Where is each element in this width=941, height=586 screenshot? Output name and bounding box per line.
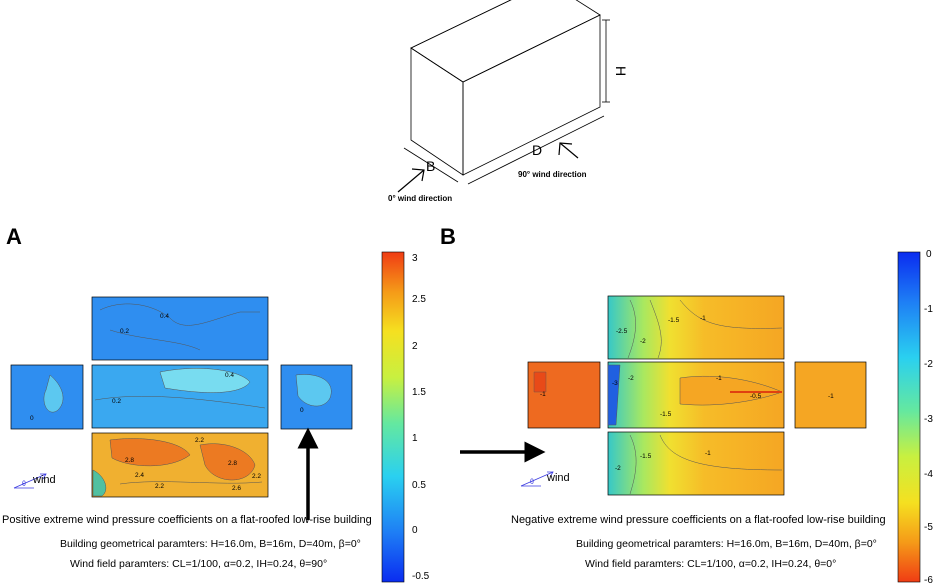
panel-b-face-right bbox=[794, 361, 867, 429]
panel-a-contour-labels: 0.4 0.2 0 0.4 0.2 0 2.2 2.8 2.4 2.2 2.8 … bbox=[30, 313, 304, 492]
panel-a-wind-label: wind bbox=[32, 474, 56, 486]
panel-b-colorbar bbox=[897, 251, 921, 583]
dimension-b-line bbox=[403, 147, 459, 183]
wind-90-label: 90° wind direction bbox=[518, 170, 587, 179]
panel-a-face-top bbox=[91, 296, 269, 361]
contour-label: 2.8 bbox=[228, 460, 237, 467]
contour-label: -2 bbox=[640, 338, 646, 345]
contour-label: 0 bbox=[300, 407, 304, 414]
panel-a-wind-params: Wind field paramters: CL=1/100, α=0.2, I… bbox=[70, 558, 328, 570]
label-h: H bbox=[613, 66, 629, 76]
contour-label: -3 bbox=[612, 380, 618, 387]
building-top-face bbox=[410, 0, 601, 83]
panel-b-caption-title: Negative extreme wind pressure coefficie… bbox=[511, 514, 886, 526]
panel-b-wind-params: Wind field paramters: CL=1/100, α=0.2, I… bbox=[585, 558, 837, 570]
panel-b-theta: θ bbox=[530, 479, 534, 486]
colorbar-tick-label: 1.5 bbox=[412, 387, 426, 398]
panel-a-wind-glyph bbox=[13, 473, 47, 489]
panel-a-contour-map bbox=[10, 296, 353, 498]
label-d: D bbox=[532, 142, 542, 158]
panel-b-face-bottom bbox=[607, 431, 785, 496]
colorbar-tick-label: -3 bbox=[924, 414, 933, 425]
colorbar-tick-label: -1 bbox=[924, 304, 933, 315]
contour-label: 0.4 bbox=[225, 372, 234, 379]
panel-b-wind-label: wind bbox=[546, 472, 570, 484]
contour-label: 2.2 bbox=[195, 437, 204, 444]
colorbar-tick-label: 2 bbox=[412, 341, 418, 352]
contour-label: 0.4 bbox=[160, 313, 169, 320]
contour-label: -1.5 bbox=[660, 411, 672, 418]
contour-label: -1.5 bbox=[640, 453, 652, 460]
contour-label: 0.2 bbox=[120, 328, 129, 335]
panel-b-letter: B bbox=[440, 224, 456, 249]
panel-b-colorbar-ticks: 0 -1 -2 -3 -4 -5 -6 bbox=[924, 249, 933, 586]
wind-0-arrow bbox=[397, 169, 425, 193]
colorbar-tick-label: -6 bbox=[924, 575, 933, 586]
contour-label: -2.5 bbox=[616, 328, 628, 335]
contour-label: 2.4 bbox=[135, 472, 144, 479]
contour-label: -1 bbox=[705, 450, 711, 457]
label-b: B bbox=[426, 158, 435, 174]
contour-label: -0.5 bbox=[750, 393, 762, 400]
building-sketch bbox=[397, 0, 610, 193]
colorbar-tick-label: -5 bbox=[924, 522, 933, 533]
colorbar-tick-label: 0 bbox=[926, 249, 932, 260]
contour-label: -1.5 bbox=[668, 317, 680, 324]
colorbar-tick-label: -0.5 bbox=[412, 571, 430, 582]
dimension-d-line bbox=[467, 115, 605, 185]
panel-b-contour-labels: -2.5 -2 -1.5 -1 -3 -2 -1.5 -1 -0.5 -1 -2… bbox=[540, 315, 834, 472]
colorbar-tick-label: 0 bbox=[412, 525, 418, 536]
contour-label: 2.2 bbox=[155, 483, 164, 490]
colorbar-tick-label: -4 bbox=[924, 469, 933, 480]
panel-a-colorbar bbox=[381, 251, 405, 583]
panel-b-face-top bbox=[607, 295, 785, 360]
panel-b-wind-glyph bbox=[520, 471, 554, 487]
panel-a-theta: θ bbox=[22, 481, 26, 488]
contour-label: 2.6 bbox=[232, 485, 241, 492]
contour-label: -2 bbox=[615, 465, 621, 472]
panel-a-colorbar-ticks: 3 2.5 2 1.5 1 0.5 0 -0.5 bbox=[412, 253, 430, 582]
panel-b-contour-map bbox=[527, 295, 867, 496]
colorbar-tick-label: 0.5 bbox=[412, 480, 426, 491]
contour-label: 0.2 bbox=[112, 398, 121, 405]
panel-b-geom-params: Building geometrical paramters: H=16.0m,… bbox=[576, 538, 877, 550]
colorbar-tick-label: 1 bbox=[412, 433, 418, 444]
panel-a-geom-params: Building geometrical paramters: H=16.0m,… bbox=[60, 538, 361, 550]
contour-label: -1 bbox=[540, 391, 546, 398]
wind-90-arrow bbox=[559, 142, 579, 159]
contour-label: 0 bbox=[30, 415, 34, 422]
contour-label: 2.2 bbox=[252, 473, 261, 480]
colorbar-tick-label: 3 bbox=[412, 253, 418, 264]
colorbar-tick-label: -2 bbox=[924, 359, 933, 370]
building-front-face bbox=[410, 47, 464, 176]
contour-label: -1 bbox=[700, 315, 706, 322]
colorbar-tick-label: 2.5 bbox=[412, 294, 426, 305]
contour-label: -2 bbox=[628, 375, 634, 382]
panel-a-letter: A bbox=[6, 224, 22, 249]
panel-a-caption-title: Positive extreme wind pressure coefficie… bbox=[2, 514, 372, 526]
contour-label: -1 bbox=[828, 393, 834, 400]
contour-label: 2.8 bbox=[125, 457, 134, 464]
wind-0-label: 0° wind direction bbox=[388, 194, 452, 203]
contour-label: -1 bbox=[716, 375, 722, 382]
